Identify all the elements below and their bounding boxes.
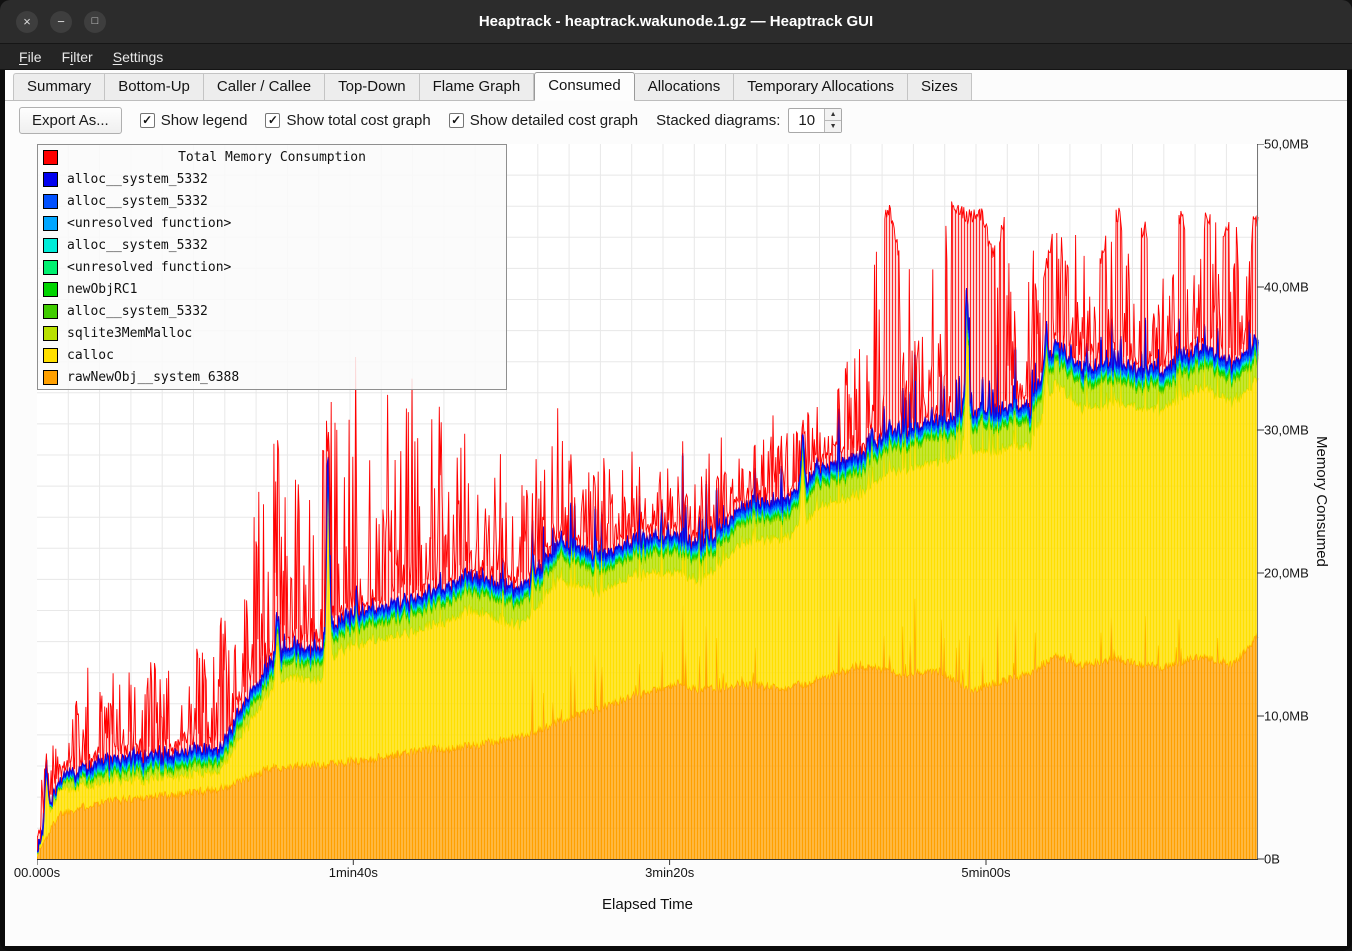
legend-item: alloc__system_5332	[38, 168, 506, 190]
chart-legend: Total Memory Consumption alloc__system_53…	[37, 144, 507, 390]
legend-swatch	[43, 281, 58, 297]
legend-item: alloc__system_5332	[38, 234, 506, 256]
legend-swatch	[43, 237, 58, 253]
stacked-diagrams-label: Stacked diagrams:	[656, 111, 781, 129]
legend-title-row: Total Memory Consumption	[38, 146, 506, 168]
legend-item: alloc__system_5332	[38, 300, 506, 322]
x-tick-label: 00.000s	[13, 865, 61, 880]
legend-label: alloc__system_5332	[67, 303, 208, 319]
checkbox-show-legend[interactable]: ✓ Show legend	[139, 111, 248, 129]
legend-label: alloc__system_5332	[67, 171, 208, 187]
legend-label: sqlite3MemMalloc	[67, 325, 193, 341]
legend-label: <unresolved function>	[67, 215, 232, 231]
toolbar-checkboxes: ✓ Show legend ✓ Show total cost graph ✓ Show …	[139, 111, 639, 129]
legend-item: alloc__system_5332	[38, 190, 506, 212]
legend-swatch	[43, 369, 58, 385]
legend-swatch	[43, 193, 58, 209]
checkbox-show-detailed-cost-graph[interactable]: ✓ Show detailed cost graph	[448, 111, 639, 129]
legend-item: <unresolved function>	[38, 212, 506, 234]
legend-label: rawNewObj__system_6388	[67, 369, 240, 385]
legend-swatch	[43, 171, 58, 187]
checkbox-icon[interactable]: ✓	[139, 112, 155, 128]
tabbar: Summary Bottom-Up Caller / Callee Top-Down F…	[5, 70, 1347, 101]
spinbox-buttons: ▲ ▼	[824, 108, 842, 132]
tab-temporary-allocations[interactable]: Temporary Allocations	[734, 73, 909, 100]
tab-consumed[interactable]: Consumed	[534, 72, 635, 101]
checkbox-label: Show legend	[160, 111, 248, 129]
legend-swatch	[43, 347, 58, 363]
legend-label: alloc__system_5332	[67, 237, 208, 253]
y-tick-label: 10,0MB	[1264, 708, 1309, 724]
export-as-button[interactable]: Export As...	[19, 106, 122, 134]
legend-label: <unresolved function>	[67, 259, 232, 275]
window-controls: × − □	[16, 11, 106, 33]
y-tick-label: 0B	[1264, 851, 1280, 867]
legend-item: calloc	[38, 344, 506, 366]
y-tick-label: 50,0MB	[1264, 136, 1309, 152]
stacked-diagrams-spinbox[interactable]: 10 ▲ ▼	[788, 107, 843, 133]
checkbox-label: Show total cost graph	[286, 111, 431, 129]
titlebar: × − □ Heaptrack - heaptrack.wakunode.1.gz …	[0, 0, 1352, 44]
minimize-button[interactable]: −	[50, 11, 72, 33]
legend-swatch-total	[43, 149, 58, 165]
tab-top-down[interactable]: Top-Down	[325, 73, 420, 100]
legend-swatch	[43, 325, 58, 341]
menu-settings[interactable]: Settings	[112, 48, 164, 65]
spin-down-button[interactable]: ▼	[825, 119, 842, 132]
window-title: Heaptrack - heaptrack.wakunode.1.gz — He…	[478, 13, 874, 30]
toolbar: Export As... ✓ Show legend ✓ Show total cos…	[5, 103, 1347, 137]
x-tick-label: 1min40s	[328, 865, 378, 880]
checkbox-label: Show detailed cost graph	[469, 111, 639, 129]
legend-item: rawNewObj__system_6388	[38, 366, 506, 388]
y-tick-label: 20,0MB	[1264, 565, 1309, 581]
y-tick-label: 40,0MB	[1264, 279, 1309, 295]
tab-allocations[interactable]: Allocations	[634, 73, 735, 100]
y-axis-title: Memory Consumed	[1313, 436, 1330, 567]
x-axis-title: Elapsed Time	[602, 896, 693, 913]
tab-sizes[interactable]: Sizes	[908, 73, 972, 100]
tab-summary[interactable]: Summary	[13, 73, 106, 100]
spinbox-value: 10	[798, 111, 816, 129]
menubar: File Filter Settings	[0, 44, 1352, 70]
stacked-diagrams-group: Stacked diagrams: 10 ▲ ▼	[656, 107, 843, 133]
close-button[interactable]: ×	[16, 11, 38, 33]
legend-swatch	[43, 259, 58, 275]
content: Summary Bottom-Up Caller / Callee Top-Down F…	[5, 70, 1347, 946]
memory-consumed-chart[interactable]	[37, 144, 1266, 866]
menu-file[interactable]: File	[19, 48, 42, 65]
maximize-button[interactable]: □	[84, 11, 106, 33]
y-tick-label: 30,0MB	[1264, 422, 1309, 438]
legend-label: calloc	[67, 347, 114, 363]
tab-caller-callee[interactable]: Caller / Callee	[203, 73, 326, 100]
checkbox-show-total-cost-graph[interactable]: ✓ Show total cost graph	[265, 111, 431, 129]
legend-label: newObjRC1	[67, 281, 138, 297]
menu-filter[interactable]: Filter	[61, 48, 93, 65]
legend-label: alloc__system_5332	[67, 193, 208, 209]
legend-title: Total Memory Consumption	[178, 149, 366, 165]
spin-up-button[interactable]: ▲	[825, 108, 842, 120]
legend-item: <unresolved function>	[38, 256, 506, 278]
tab-bottom-up[interactable]: Bottom-Up	[105, 73, 204, 100]
legend-swatch	[43, 215, 58, 231]
checkbox-icon[interactable]: ✓	[448, 112, 464, 128]
legend-item: newObjRC1	[38, 278, 506, 300]
x-tick-label: 5min00s	[961, 865, 1011, 880]
tab-flame-graph[interactable]: Flame Graph	[419, 73, 535, 100]
legend-swatch	[43, 303, 58, 319]
checkbox-icon[interactable]: ✓	[265, 112, 281, 128]
x-tick-label: 3min20s	[645, 865, 695, 880]
legend-item: sqlite3MemMalloc	[38, 322, 506, 344]
